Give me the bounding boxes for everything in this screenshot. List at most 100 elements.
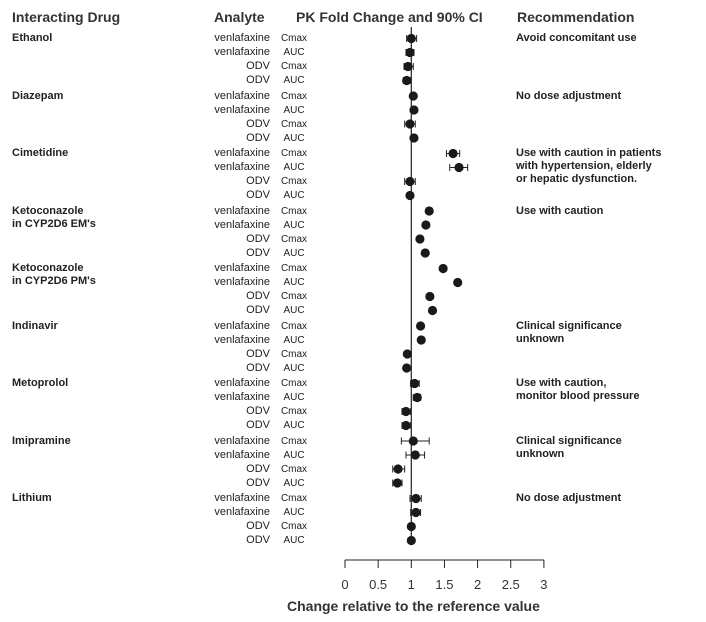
point-estimate: [421, 220, 431, 230]
analyte-name: venlafaxine: [214, 333, 270, 346]
analyte-name: ODV: [246, 246, 270, 259]
point-estimate: [448, 148, 458, 159]
pk-parameter: AUC: [283, 247, 305, 259]
x-tick-label: 0.5: [369, 577, 388, 592]
drug-label: Diazepam: [12, 89, 64, 102]
point-estimate: [453, 277, 463, 288]
analyte-name: ODV: [246, 419, 270, 431]
point-estimate: [405, 176, 415, 187]
pk-parameter: Cmax: [280, 176, 308, 187]
pk-parameter: AUC: [283, 132, 305, 144]
header-recommendation: Recommendation: [517, 9, 635, 25]
point-estimate: [408, 436, 418, 446]
point-estimate: [392, 478, 402, 488]
analyte-row-label: ODV AUC: [194, 132, 318, 145]
pk-parameter: Cmax: [280, 33, 308, 44]
point-estimate: [405, 190, 415, 201]
pk-parameter: AUC: [283, 277, 305, 288]
point-estimate: [409, 133, 419, 143]
point-estimate: [408, 91, 418, 101]
drug-label: Metoprolol: [12, 377, 69, 389]
point-estimate: [411, 507, 421, 518]
analyte-row-label: ODV AUC: [194, 304, 318, 317]
point-estimate: [402, 75, 412, 86]
point-estimate: [412, 392, 422, 403]
analyte-name: venlafaxine: [214, 434, 270, 447]
x-tick-label: 2.5: [501, 577, 520, 592]
analyte-name: ODV: [246, 534, 270, 546]
analyte-row-label: ODV Cmax: [194, 233, 318, 246]
analyte-name: venlafaxine: [214, 89, 270, 102]
analyte-row-label: ODV Cmax: [194, 348, 318, 361]
analyte-row-label: ODV AUC: [194, 247, 318, 260]
analyte-row-label: ODV AUC: [194, 74, 318, 87]
recommendation-text: Clinical significance: [516, 319, 622, 332]
header-interacting-drug: Interacting Drug: [12, 9, 121, 25]
analyte-name: ODV: [246, 347, 270, 360]
pk-parameter: Cmax: [280, 378, 308, 389]
analyte-row-label: ODV Cmax: [194, 520, 318, 533]
recommendation-text: Use with caution in patients: [516, 147, 662, 159]
analyte-row-label: ODV Cmax: [194, 118, 318, 131]
x-tick-label: 0: [341, 577, 349, 592]
analyte-name: ODV: [246, 232, 270, 245]
pk-parameter: Cmax: [280, 320, 308, 332]
pk-parameter: AUC: [283, 104, 305, 116]
recommendation-text: Use with caution,: [516, 377, 607, 389]
point-estimate: [405, 119, 415, 129]
recommendation-text: No dose adjustment: [516, 89, 622, 102]
point-estimate: [411, 493, 421, 504]
pk-parameter: Cmax: [280, 148, 308, 159]
point-estimate: [401, 420, 411, 431]
pk-parameter: Cmax: [280, 263, 308, 274]
drug-label: Ketoconazole: [12, 262, 84, 274]
x-axis-label: Change relative to the reference value: [287, 598, 540, 614]
analyte-name: ODV: [246, 520, 270, 532]
pk-parameter: Cmax: [280, 406, 308, 417]
analyte-row-label: venlafaxine AUC: [194, 104, 318, 117]
analyte-row-label: ODV Cmax: [194, 60, 318, 73]
x-tick-label: 2: [473, 577, 482, 592]
recommendation-text: Use with caution: [516, 204, 604, 217]
point-estimate: [402, 363, 412, 373]
pk-parameter: Cmax: [280, 435, 308, 447]
recommendation-text: or hepatic dysfunction.: [516, 173, 638, 185]
drug-label: in CYP2D6 EM's: [12, 217, 96, 230]
pk-parameter: Cmax: [280, 348, 308, 360]
analyte-row-label: venlafaxine AUC: [194, 276, 318, 289]
analyte-row-label: venlafaxine AUC: [194, 506, 318, 519]
point-estimate: [410, 378, 420, 389]
x-tick-label: 3: [540, 577, 548, 592]
pk-parameter: Cmax: [280, 463, 308, 475]
pk-parameter: AUC: [283, 449, 305, 461]
analyte-name: ODV: [246, 131, 270, 144]
drug-label: in CYP2D6 PM's: [12, 275, 96, 287]
point-estimate: [410, 450, 420, 460]
pk-parameter: Cmax: [280, 493, 308, 504]
point-estimate: [454, 162, 464, 173]
analyte-name: ODV: [246, 304, 270, 316]
point-estimate: [401, 406, 411, 417]
pk-parameter: AUC: [283, 535, 305, 546]
pk-parameter: Cmax: [280, 291, 308, 302]
pk-parameter: Cmax: [280, 233, 308, 245]
header-analyte: Analyte: [214, 9, 265, 25]
analyte-name: venlafaxine: [214, 319, 270, 332]
pk-parameter: AUC: [283, 219, 305, 231]
analyte-name: ODV: [246, 476, 270, 489]
analyte-name: venlafaxine: [214, 262, 270, 274]
analyte-row-label: ODV AUC: [194, 477, 318, 490]
point-estimate: [409, 105, 419, 115]
analyte-row-label: venlafaxine AUC: [194, 334, 318, 347]
analyte-row-label: venlafaxine AUC: [194, 161, 318, 174]
point-estimate: [406, 521, 416, 532]
point-estimate: [438, 263, 448, 274]
analyte-name: ODV: [246, 290, 270, 302]
analyte-row-label: ODV AUC: [194, 419, 318, 432]
analyte-row-label: venlafaxine AUC: [194, 219, 318, 232]
analyte-row-label: ODV Cmax: [194, 175, 318, 188]
analyte-name: ODV: [246, 361, 270, 374]
analyte-name: venlafaxine: [214, 276, 270, 288]
point-estimate: [415, 321, 426, 331]
analyte-row-label: venlafaxine Cmax: [194, 320, 318, 333]
